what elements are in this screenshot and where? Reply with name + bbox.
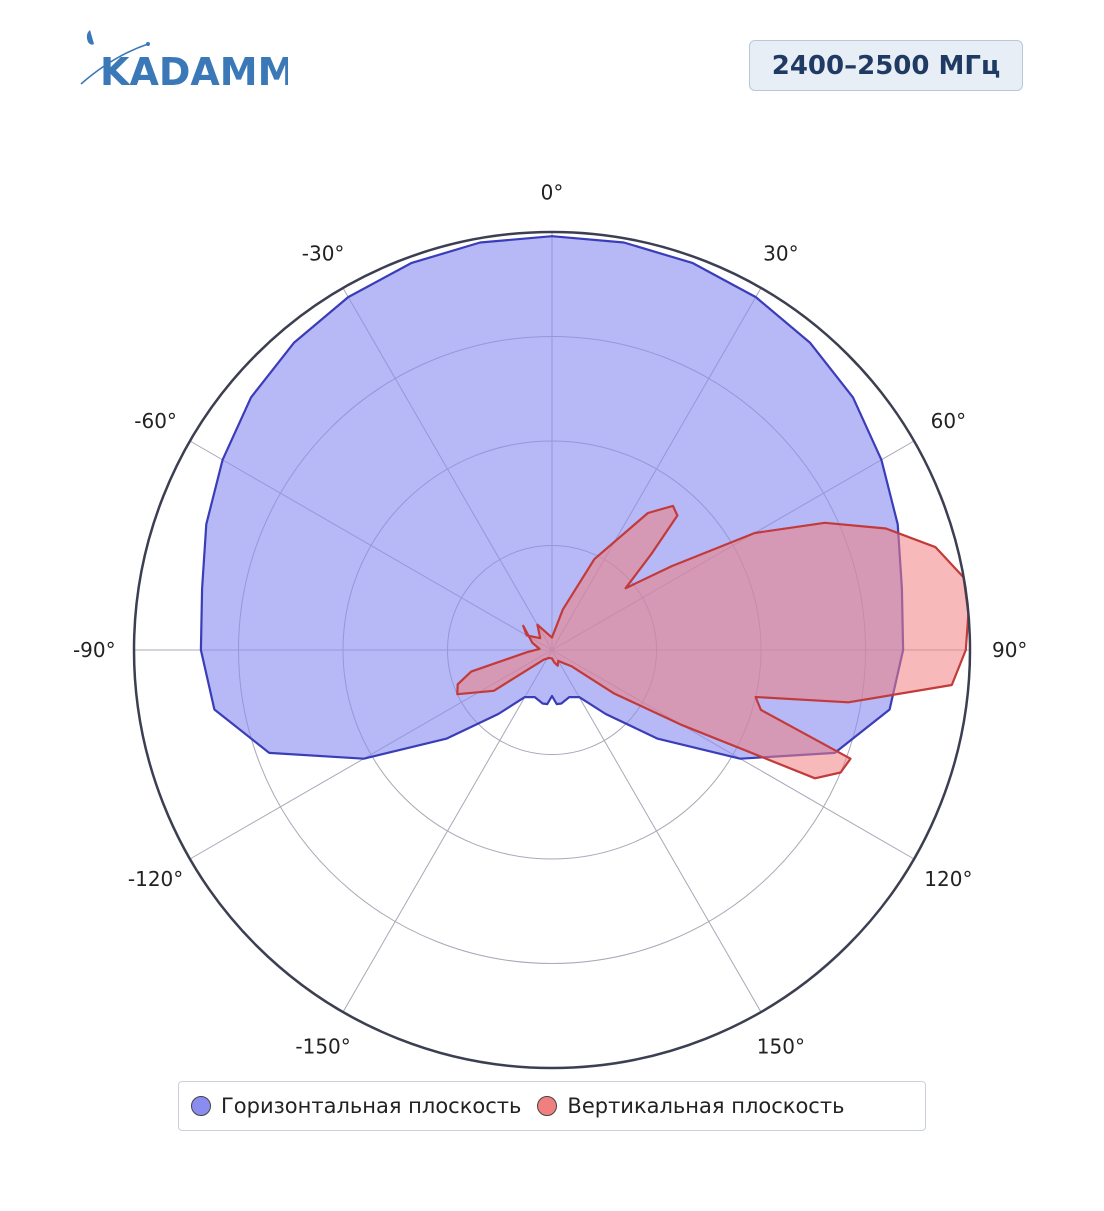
angular-tick-label-8: -90° xyxy=(73,638,116,662)
angular-tick-label-0: 0° xyxy=(541,180,564,204)
series-1-area xyxy=(456,504,970,780)
angular-tick-label-4: 120° xyxy=(924,867,972,891)
legend-item-horizontal: Горизонтальная плоскость xyxy=(191,1094,521,1118)
series-layer xyxy=(199,235,970,780)
legend: Горизонтальная плоскость Вертикальная пл… xyxy=(178,1081,926,1131)
angular-gridline-5 xyxy=(551,649,762,1013)
legend-label-horizontal: Горизонтальная плоскость xyxy=(221,1094,522,1118)
angular-tick-label-7: -120° xyxy=(128,867,183,891)
angular-tick-label-3: 90° xyxy=(992,638,1027,662)
angular-tick-label-1: 30° xyxy=(763,242,798,266)
legend-swatch-horizontal xyxy=(191,1096,211,1116)
angular-tick-label-10: -30° xyxy=(302,242,345,266)
angular-tick-label-2: 60° xyxy=(931,409,966,433)
angular-tick-label-9: -60° xyxy=(134,409,177,433)
angular-gridline-6 xyxy=(342,649,553,1013)
legend-label-vertical: Вертикальная плоскость xyxy=(567,1094,845,1118)
kadamm-logo: KADAMM xyxy=(80,30,288,90)
outer-circle xyxy=(132,230,972,1070)
legend-item-vertical: Вертикальная плоскость xyxy=(537,1094,844,1118)
angular-tick-label-5: 150° xyxy=(757,1034,805,1058)
logo-text: KADAMM xyxy=(100,50,288,90)
angular-tick-label-6: -150° xyxy=(295,1034,350,1058)
frequency-badge: 2400–2500 МГц xyxy=(749,40,1023,91)
logo-mark-icon xyxy=(86,30,94,45)
angular-axis: 0° 30° 60° 90° 120° 150° -150° -120° -90° -60° -30… xyxy=(73,180,1027,1070)
frequency-label: 2400–2500 МГц xyxy=(771,50,1001,81)
legend-swatch-vertical xyxy=(537,1096,558,1116)
